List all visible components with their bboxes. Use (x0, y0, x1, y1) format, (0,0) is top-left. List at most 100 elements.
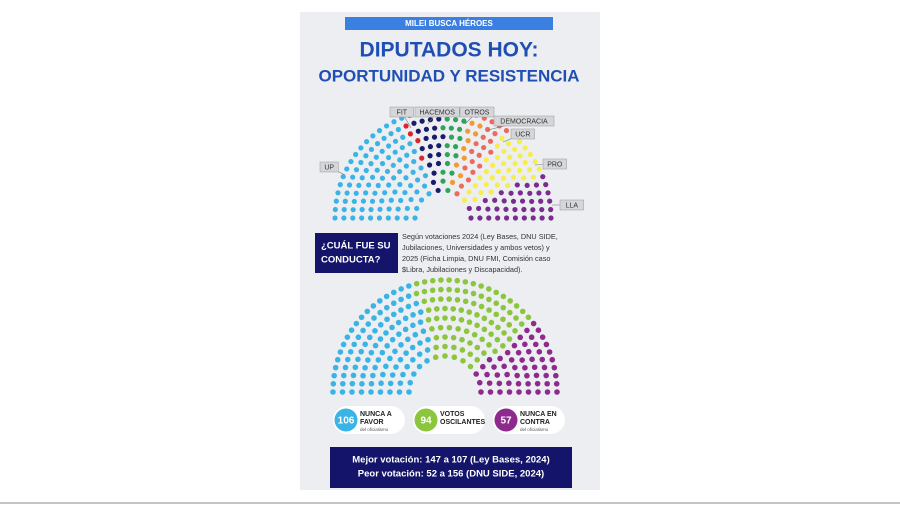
label-box (510, 128, 535, 140)
seat (514, 182, 520, 188)
seat (335, 190, 341, 196)
seat (387, 355, 393, 362)
seat (394, 215, 400, 221)
seat (532, 341, 539, 348)
party-label: OTROS (465, 109, 490, 116)
legend-value: 106 (338, 416, 355, 427)
seat (377, 206, 383, 212)
seat (483, 157, 489, 163)
seat (380, 371, 386, 378)
seat (476, 379, 483, 386)
seat (391, 175, 397, 181)
seat (500, 316, 506, 323)
seat (478, 283, 484, 289)
seat (433, 334, 440, 341)
seat (442, 343, 448, 350)
seat (405, 336, 411, 343)
seat (500, 343, 506, 349)
seat (352, 364, 359, 371)
banner-box (345, 17, 553, 30)
seat (492, 348, 498, 355)
seat (358, 348, 365, 355)
seat (492, 131, 498, 137)
seat (333, 198, 339, 204)
label-box (414, 106, 460, 118)
seat (465, 138, 471, 144)
seat (330, 389, 336, 395)
seat (469, 148, 475, 155)
seat (397, 168, 403, 175)
seat (497, 389, 503, 395)
seat (445, 187, 451, 194)
seat (448, 125, 454, 131)
seat (377, 389, 384, 395)
seat (476, 152, 482, 158)
seat (538, 198, 544, 204)
seat (457, 173, 464, 179)
seat (344, 166, 350, 172)
seat (481, 315, 488, 322)
seat (488, 319, 495, 326)
seat (458, 307, 465, 313)
legend-badge (334, 408, 358, 432)
seat (382, 190, 388, 196)
seat (456, 126, 463, 132)
seat (332, 364, 339, 371)
seat (466, 319, 473, 325)
seat (488, 331, 494, 337)
seat (412, 331, 419, 338)
seat (366, 334, 373, 341)
legend-label: OSCILANTES (440, 419, 485, 426)
seat (411, 120, 417, 126)
seat (438, 286, 444, 293)
footer-box (330, 447, 572, 488)
seat (528, 334, 535, 341)
seat (363, 153, 369, 159)
seat (350, 207, 356, 213)
seat (396, 389, 403, 395)
seat (424, 358, 430, 364)
seat (421, 288, 428, 295)
seat (404, 205, 410, 212)
seat (395, 206, 401, 212)
seat (416, 363, 423, 370)
seat (407, 379, 414, 386)
seat (477, 123, 483, 129)
seat (418, 165, 424, 171)
seat (507, 154, 513, 160)
seat (522, 159, 528, 166)
seat (448, 134, 455, 140)
footer: Mejor votación: 147 a 107 (Ley Bases, 20… (352, 455, 550, 466)
seat (372, 342, 379, 349)
seat (450, 315, 457, 322)
seat (508, 190, 514, 196)
seat (383, 304, 390, 311)
seat (386, 182, 392, 188)
label-box (493, 115, 555, 127)
seat (421, 183, 428, 189)
seat (423, 135, 429, 142)
seat (376, 215, 383, 221)
seat (334, 356, 341, 363)
seat (533, 182, 540, 188)
party-label: UCR (515, 131, 530, 138)
seat (393, 364, 399, 370)
seat (465, 177, 472, 183)
seat (477, 215, 483, 221)
seat (346, 182, 353, 188)
seat (397, 157, 403, 163)
seat (510, 174, 517, 180)
legend-label: VOTOS (440, 411, 465, 418)
seat (414, 189, 420, 195)
seat (467, 363, 474, 370)
seat (497, 355, 503, 362)
seat (360, 327, 366, 334)
seat (438, 277, 444, 283)
seat (403, 163, 409, 169)
seat (376, 128, 383, 134)
seat (465, 128, 471, 134)
seat (432, 354, 439, 361)
seat (515, 349, 522, 356)
seat (469, 158, 475, 165)
seat (374, 141, 381, 147)
